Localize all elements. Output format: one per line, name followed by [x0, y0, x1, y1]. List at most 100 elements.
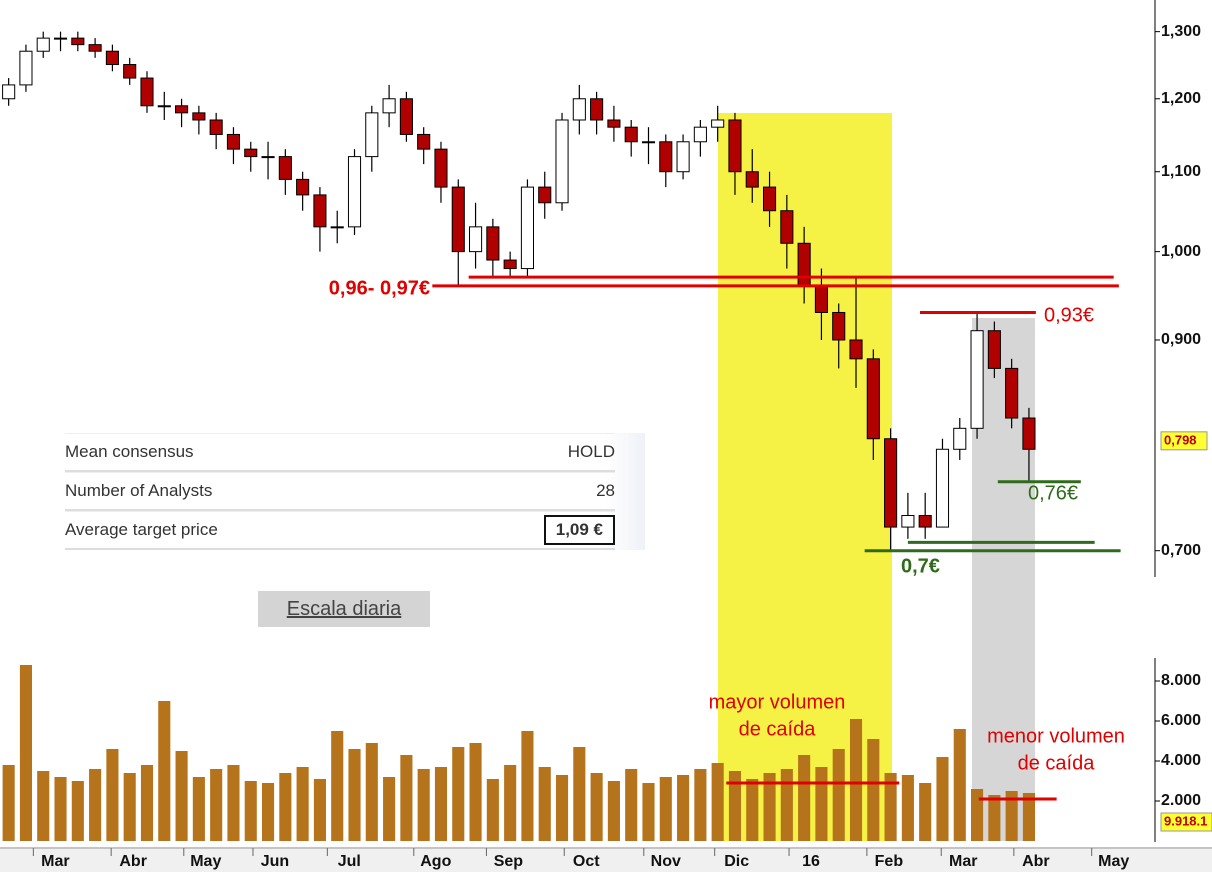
- cell: 1,09 €: [543, 515, 615, 545]
- level-label: 0,76€: [1028, 482, 1078, 504]
- cell: Average target price: [65, 520, 218, 539]
- candle-body: [36, 37, 50, 52]
- cell: 28: [596, 481, 615, 500]
- x-tick-label: Ago: [420, 853, 451, 870]
- candle-body: [330, 226, 344, 229]
- last-volume-tag: [1160, 812, 1212, 832]
- volume-bar: [158, 701, 171, 841]
- x-tick-label: Mar: [41, 853, 69, 870]
- x-tick-label: Abr: [1022, 853, 1050, 870]
- cell: Number of Analysts: [65, 481, 213, 500]
- x-tick-label: Jun: [261, 853, 289, 870]
- y-tick-label: 8.000: [1161, 672, 1201, 689]
- candle-body: [347, 156, 362, 228]
- volume-bar: [504, 765, 517, 841]
- y-tick-label: 1,000: [1161, 243, 1201, 260]
- volume-bar: [486, 779, 499, 841]
- candle-body: [175, 105, 189, 114]
- highlight-fall: [718, 113, 892, 841]
- candle-body: [538, 186, 552, 204]
- candle-body: [762, 186, 777, 212]
- scale-button[interactable]: Escala diaria: [258, 591, 430, 627]
- candle-body: [520, 186, 534, 270]
- volume-bar: [89, 769, 102, 841]
- candle-body: [486, 226, 500, 261]
- cell: Mean consensus: [65, 442, 194, 461]
- last-price-label: 0,798: [1164, 432, 1197, 447]
- candle-body: [693, 126, 707, 143]
- table-row: Mean consensus HOLD: [65, 433, 615, 472]
- last-price-tag: [1160, 431, 1208, 451]
- cell: HOLD: [567, 442, 615, 461]
- level-label: 0,93€: [1044, 304, 1094, 326]
- volume-bar: [54, 777, 67, 841]
- candle-body: [814, 285, 828, 313]
- candle-body: [451, 186, 465, 253]
- candle-body: [590, 98, 604, 121]
- volume-bar: [365, 743, 378, 841]
- volume-bar: [780, 769, 793, 841]
- volume-bar: [988, 795, 1001, 841]
- volume-bar: [1005, 791, 1018, 841]
- volume-bar: [728, 771, 742, 841]
- candle-body: [780, 210, 794, 244]
- candle-body: [641, 141, 656, 144]
- volume-bar: [573, 747, 586, 841]
- candle-body: [935, 448, 950, 528]
- y-tick-label: 6.000: [1161, 712, 1201, 729]
- volume-bar: [849, 719, 863, 841]
- volume-bar: [936, 757, 949, 841]
- volume-bar: [901, 775, 914, 841]
- volume-bar: [175, 751, 188, 841]
- candle-body: [313, 194, 327, 228]
- candle-body: [192, 112, 206, 121]
- consensus-table: Mean consensus HOLD Number of Analysts 28 …: [65, 433, 645, 550]
- y-tick-label: 2.000: [1161, 792, 1201, 809]
- candle-body: [296, 178, 310, 196]
- y-tick-label: 1,100: [1161, 163, 1201, 180]
- volume-bar: [452, 747, 465, 841]
- volume-bar: [763, 773, 776, 841]
- x-tick-label: May: [1098, 853, 1129, 870]
- candle-body: [19, 50, 33, 86]
- volume-bar: [123, 773, 136, 841]
- candle-body: [1005, 367, 1019, 419]
- candle-body: [503, 259, 517, 270]
- volume-bar: [815, 767, 828, 841]
- volume-bar: [659, 777, 672, 841]
- y-tick-label: 0,900: [1161, 331, 1201, 348]
- volume-bar: [746, 779, 759, 841]
- candle-body: [226, 133, 241, 150]
- candle-body: [365, 112, 379, 158]
- volume-bar: [261, 783, 275, 841]
- volume-bar: [19, 665, 32, 841]
- candle-body: [745, 171, 759, 188]
- volume-bar: [590, 773, 603, 841]
- volume-bar: [71, 781, 84, 841]
- volume-bar: [313, 779, 326, 841]
- x-tick-label: Feb: [875, 853, 904, 870]
- candle-body: [659, 141, 673, 173]
- x-axis-band: [0, 849, 1212, 872]
- candle-body: [209, 119, 223, 135]
- volume-bar: [711, 763, 724, 841]
- x-tick-label: Mar: [949, 853, 977, 870]
- candle-body: [261, 156, 275, 159]
- candle-body: [970, 330, 984, 429]
- table-row: Average target price 1,09 €: [65, 511, 615, 550]
- candle-body: [123, 64, 137, 79]
- x-tick-label: May: [190, 853, 221, 870]
- volume-bar: [434, 767, 448, 841]
- x-tick-label: 16: [802, 853, 820, 870]
- candle-body: [884, 438, 898, 528]
- annotation: de caída: [739, 718, 817, 740]
- volume-bar: [832, 749, 845, 841]
- volume-bar: [625, 769, 638, 841]
- last-volume-label: 9.918.1: [1164, 813, 1207, 828]
- candle-body: [832, 311, 846, 341]
- volume-bar: [798, 755, 811, 841]
- volume-bar: [227, 765, 240, 841]
- candle-body: [244, 148, 258, 158]
- candle-body: [624, 126, 638, 143]
